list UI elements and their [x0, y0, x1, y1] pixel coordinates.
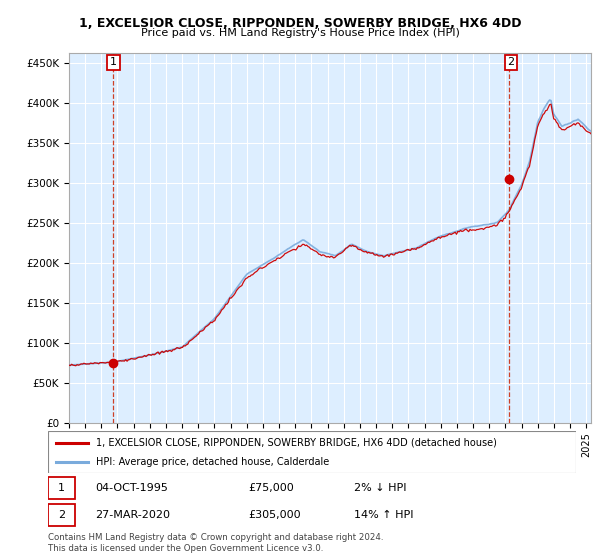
Text: 1, EXCELSIOR CLOSE, RIPPONDEN, SOWERBY BRIDGE, HX6 4DD (detached house): 1, EXCELSIOR CLOSE, RIPPONDEN, SOWERBY B… — [95, 437, 496, 447]
Text: 2% ↓ HPI: 2% ↓ HPI — [354, 483, 407, 493]
FancyBboxPatch shape — [48, 503, 76, 526]
Text: 2: 2 — [58, 510, 65, 520]
FancyBboxPatch shape — [48, 431, 576, 473]
Text: £305,000: £305,000 — [248, 510, 301, 520]
Text: £75,000: £75,000 — [248, 483, 295, 493]
Text: Price paid vs. HM Land Registry's House Price Index (HPI): Price paid vs. HM Land Registry's House … — [140, 28, 460, 38]
Text: Contains HM Land Registry data © Crown copyright and database right 2024.
This d: Contains HM Land Registry data © Crown c… — [48, 533, 383, 553]
Text: 1, EXCELSIOR CLOSE, RIPPONDEN, SOWERBY BRIDGE, HX6 4DD: 1, EXCELSIOR CLOSE, RIPPONDEN, SOWERBY B… — [79, 17, 521, 30]
Bar — [69, 53, 70, 423]
Text: 1: 1 — [110, 58, 117, 67]
Text: 2: 2 — [508, 58, 515, 67]
Text: 27-MAR-2020: 27-MAR-2020 — [95, 510, 170, 520]
Text: 1: 1 — [58, 483, 65, 493]
Text: 14% ↑ HPI: 14% ↑ HPI — [354, 510, 414, 520]
Text: HPI: Average price, detached house, Calderdale: HPI: Average price, detached house, Cald… — [95, 457, 329, 467]
FancyBboxPatch shape — [48, 477, 76, 500]
Text: 04-OCT-1995: 04-OCT-1995 — [95, 483, 169, 493]
